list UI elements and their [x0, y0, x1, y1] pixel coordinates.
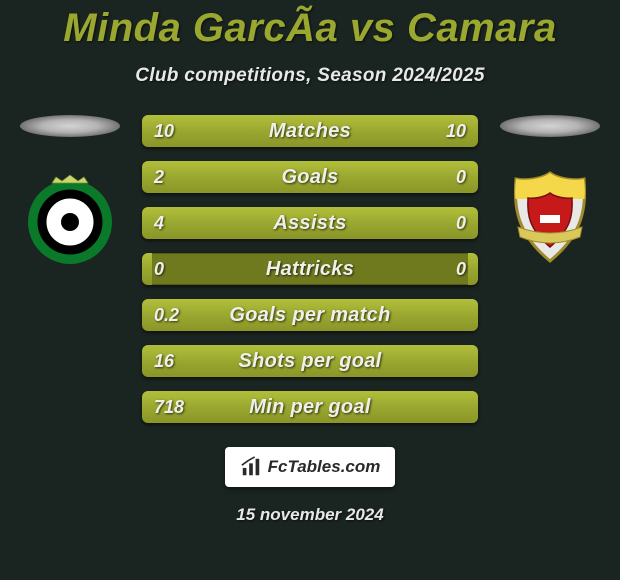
stat-bar-left-value: 2 — [154, 161, 164, 193]
stat-bar: Min per goal718 — [142, 391, 478, 423]
stat-bar-left-value: 4 — [154, 207, 164, 239]
stat-bar: Assists4 0 — [142, 207, 478, 239]
right-team-logo — [500, 167, 600, 267]
bar-chart-icon — [240, 456, 262, 478]
stat-bar: Goals per match0.2 — [142, 299, 478, 331]
subtitle: Club competitions, Season 2024/2025 — [0, 65, 620, 87]
stat-bar-right-value: 10 — [446, 115, 466, 147]
stat-bar-left-value: 718 — [154, 391, 184, 423]
stat-bar: Matches10 10 — [142, 115, 478, 147]
stat-bar-label: Shots per goal — [142, 345, 478, 377]
stat-bar: Shots per goal16 — [142, 345, 478, 377]
page-title: Minda GarcÃ­a vs Camara — [0, 0, 620, 51]
fctables-brand-text: FcTables.com — [268, 457, 381, 477]
left-team-column — [10, 115, 130, 437]
stat-bar-label: Matches — [142, 115, 478, 147]
stat-bar: Hattricks0 0 — [142, 253, 478, 285]
stat-bar-label: Min per goal — [142, 391, 478, 423]
stat-bar-left-value: 16 — [154, 345, 174, 377]
stat-bar-left-value: 0.2 — [154, 299, 179, 331]
fctables-watermark: FcTables.com — [225, 447, 395, 487]
stat-bar: Goals2 0 — [142, 161, 478, 193]
stat-bar-label: Goals — [142, 161, 478, 193]
stat-bar-label: Goals per match — [142, 299, 478, 331]
player-shadow-right — [500, 115, 600, 137]
right-team-column — [490, 115, 610, 437]
comparison-bars: Matches1010Goals20Assists40Hattricks00Go… — [130, 115, 490, 437]
stat-bar-left-value: 10 — [154, 115, 174, 147]
stat-bar-label: Assists — [142, 207, 478, 239]
comparison-panel: Matches1010Goals20Assists40Hattricks00Go… — [0, 115, 620, 437]
stat-bar-label: Hattricks — [142, 253, 478, 285]
stat-bar-right-value: 0 — [456, 207, 466, 239]
snapshot-date: 15 november 2024 — [0, 505, 620, 525]
cercle-brugge-badge-icon — [20, 167, 120, 267]
standard-liege-badge-icon — [500, 167, 600, 267]
stat-bar-right-value: 0 — [456, 253, 466, 285]
stat-bar-right-value: 0 — [456, 161, 466, 193]
left-team-logo — [20, 167, 120, 267]
stat-bar-left-value: 0 — [154, 253, 164, 285]
player-shadow-left — [20, 115, 120, 137]
